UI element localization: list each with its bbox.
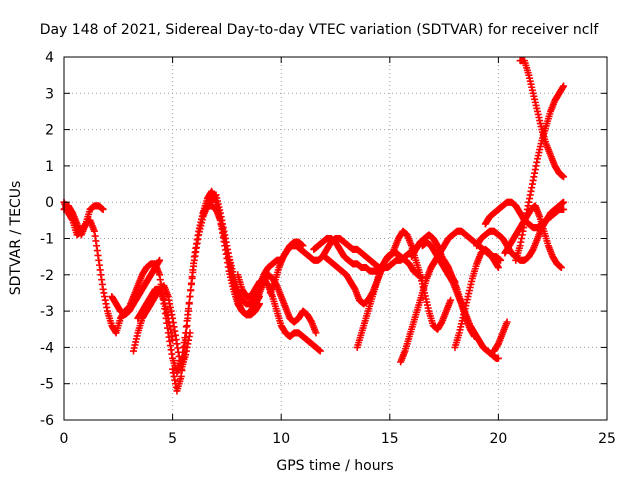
y-tick-label: 3 [45,86,54,102]
data-point [183,322,191,330]
y-tick-label: 1 [45,159,54,175]
data-point [179,354,187,362]
series-track-24 [512,82,568,264]
data-point [497,256,505,264]
data-point [182,329,190,337]
x-tick-label: 0 [60,431,69,447]
grid [64,57,607,420]
x-tick-label: 25 [598,431,616,447]
data-point [494,354,502,362]
data-point [312,329,320,337]
series-track-25 [490,318,511,355]
y-tick-label: -2 [40,268,54,284]
data-point [187,279,195,287]
y-axis-label: SDTVAR / TECUs [8,181,24,296]
y-tick-label: -1 [40,232,54,248]
data-points [60,57,568,395]
data-point [557,264,565,272]
chart-title: Day 148 of 2021, Sidereal Day-to-day VTE… [40,22,600,38]
series-track-23 [516,57,568,181]
y-tick-label: 2 [45,123,54,139]
series-track-03 [108,256,164,319]
series-track-05 [134,285,177,344]
data-point [99,205,107,213]
data-point [179,360,187,368]
series-track-17 [418,238,502,362]
series-track-21 [481,198,568,232]
data-point [190,259,198,267]
x-tick-label: 5 [168,431,177,447]
axis-ticks: 0 5 10 15 20 25 -6 -5 -4 -3 -2 -1 0 1 2 3 4 [40,50,616,447]
y-tick-label: 4 [45,50,54,66]
series-track-08 [234,271,324,355]
series-track-09 [251,271,320,337]
x-tick-label: 20 [489,431,507,447]
data-point [156,256,164,264]
data-point [560,173,568,181]
data-point [560,82,568,90]
y-tick-label: 0 [45,195,54,211]
y-tick-label: -6 [40,413,54,429]
data-point [181,342,189,350]
data-point [169,336,177,344]
data-point [184,314,192,322]
x-axis-label: GPS time / hours [276,458,393,474]
data-point [560,198,568,206]
y-tick-label: -3 [40,304,54,320]
data-point [316,347,324,355]
data-point [560,205,568,213]
data-point [182,336,190,344]
data-point [494,264,502,272]
data-point [189,266,197,274]
data-point [185,300,193,308]
data-point [180,348,188,356]
series-track-22 [501,202,565,272]
x-tick-label: 15 [381,431,399,447]
data-point [177,372,185,380]
y-tick-label: -5 [40,377,54,393]
data-point [447,296,455,304]
data-point [185,307,193,315]
data-point [178,366,186,374]
y-tick-label: -4 [40,340,54,356]
data-point [503,318,511,326]
x-tick-label: 10 [272,431,290,447]
data-point [187,286,195,294]
data-point [188,273,196,281]
data-point [186,293,194,301]
series-track-02 [60,202,107,239]
series-track-06 [169,187,263,395]
